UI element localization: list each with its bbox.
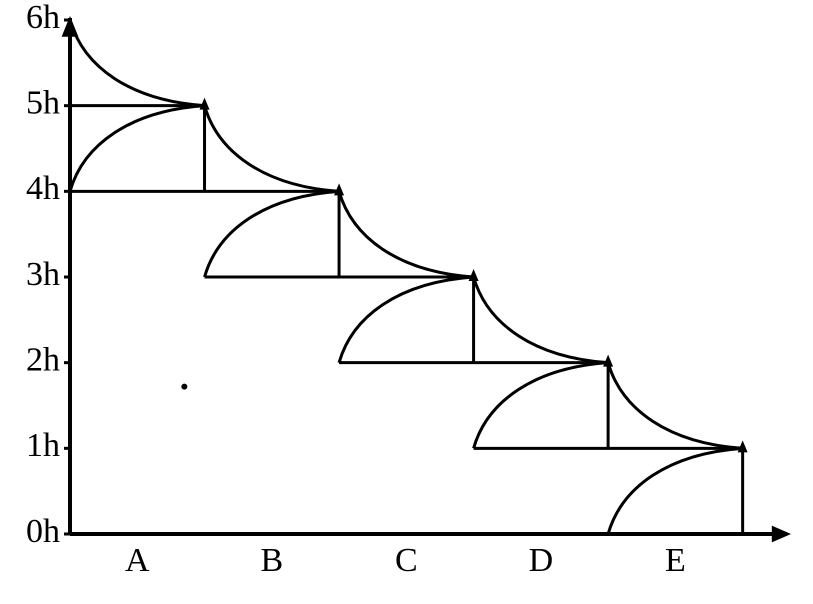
x-section-label: D [529,542,554,579]
x-section-label: C [395,542,418,579]
y-tick-label: 4h [26,170,60,207]
chart-container: 0h 1h 2h 3h 4h 5h 6h A B C D E [0,0,813,604]
y-tick-label: 1h [26,427,60,464]
x-section-label: B [260,542,283,579]
y-tick-label: 5h [26,84,60,121]
x-section-label: E [665,542,686,579]
y-tick-label: 0h [26,513,60,550]
chart-svg: 0h 1h 2h 3h 4h 5h 6h A B C D E [0,0,813,604]
y-tick-label: 6h [26,0,60,36]
chart-background [0,0,813,604]
stray-dot [181,384,187,390]
y-tick-label: 2h [26,341,60,378]
x-section-label: A [125,542,150,579]
y-tick-label: 3h [26,256,60,293]
